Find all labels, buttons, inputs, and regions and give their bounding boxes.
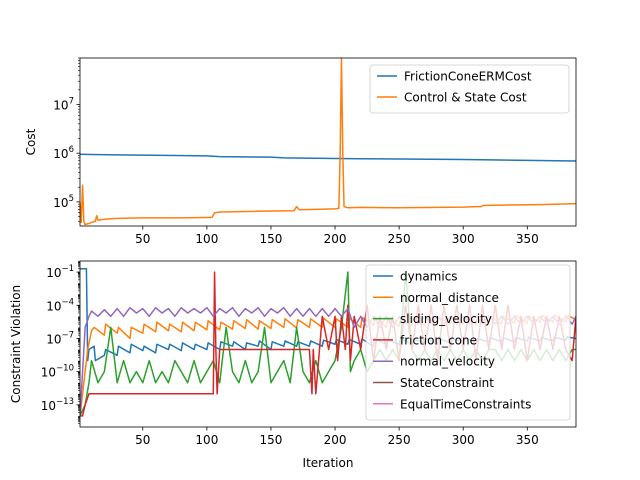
bottom-y-axis-label: Constraint Violation (9, 285, 23, 403)
bottom-x-tick-label-3: 200 (324, 433, 347, 447)
bottom-legend: dynamics normal_distance sliding_velocityf… (365, 264, 571, 421)
bottom-legend-label-4: normal_velocity (400, 355, 495, 369)
bottom-legend-label-2: sliding_velocity (400, 312, 492, 326)
top-y-tick-label-1: 106 (53, 145, 74, 161)
top-legend: FrictionConeERMCost Control & State Cost (369, 64, 570, 114)
bottom-legend-label-6: EqualTimeConstraints (400, 397, 531, 411)
top-y-tick-label-2: 107 (53, 96, 74, 112)
bottom-x-tick-label-0: 50 (135, 433, 150, 447)
bottom-y-tick-label-2: 10−7 (46, 330, 74, 346)
top-x-tick-label-2: 150 (260, 232, 283, 246)
top-series-line-1 (80, 58, 576, 226)
top-series-line-0 (80, 153, 576, 162)
bottom-x-tick-label-5: 300 (452, 433, 475, 447)
bottom-x-tick-label-4: 250 (388, 433, 411, 447)
top-y-axis-label: Cost (24, 128, 38, 155)
bottom-y-tick-label-0: 10−1 (46, 264, 74, 280)
bottom-legend-label-3: friction_cone (400, 333, 477, 347)
bottom-y-tick-label-1: 10−4 (46, 297, 74, 313)
top-x-tick-label-6: 350 (516, 232, 539, 246)
bottom-x-tick-label-2: 150 (260, 433, 283, 447)
bottom-x-tick-label-1: 100 (195, 433, 218, 447)
top-x-tick-label-0: 50 (135, 232, 150, 246)
top-legend-label-0: FrictionConeERMCost (404, 70, 532, 84)
bottom-x-tick-label-6: 350 (516, 433, 539, 447)
top-legend-label-1: Control & State Cost (404, 91, 527, 105)
top-y-axis: 105 106 107 (53, 57, 80, 222)
bottom-legend-box (365, 264, 571, 421)
bottom-y-axis: 10−1 10−4 10−7 10−10 10−13 (41, 261, 80, 424)
bottom-x-axis: 50 100 150 200 250 300 350 (135, 427, 539, 447)
top-x-axis: 50 100 150 200 250 300 350 (135, 226, 539, 246)
bottom-x-axis-label: Iteration (303, 456, 354, 470)
bottom-legend-label-1: normal_distance (400, 291, 499, 305)
top-x-tick-label-5: 300 (452, 232, 475, 246)
bottom-legend-label-5: StateConstraint (400, 376, 494, 390)
bottom-legend-label-0: dynamics (400, 270, 458, 284)
top-x-tick-label-1: 100 (195, 232, 218, 246)
top-legend-box (369, 64, 570, 114)
bottom-panel: 50 100 150 200 250 300 350 10−110−410−710−1010… (9, 260, 577, 470)
bottom-y-tick-label-4: 10−13 (41, 397, 74, 413)
top-x-tick-label-3: 200 (324, 232, 347, 246)
top-axes-frame (79, 57, 577, 227)
top-panel: 50 100 150 200 250 300 350 105 106 107 Cost Fric… (24, 57, 577, 246)
top-y-tick-label-0: 105 (53, 194, 74, 210)
top-x-tick-label-4: 250 (388, 232, 411, 246)
top-plot-area (80, 58, 576, 226)
bottom-y-tick-label-3: 10−10 (41, 364, 74, 380)
